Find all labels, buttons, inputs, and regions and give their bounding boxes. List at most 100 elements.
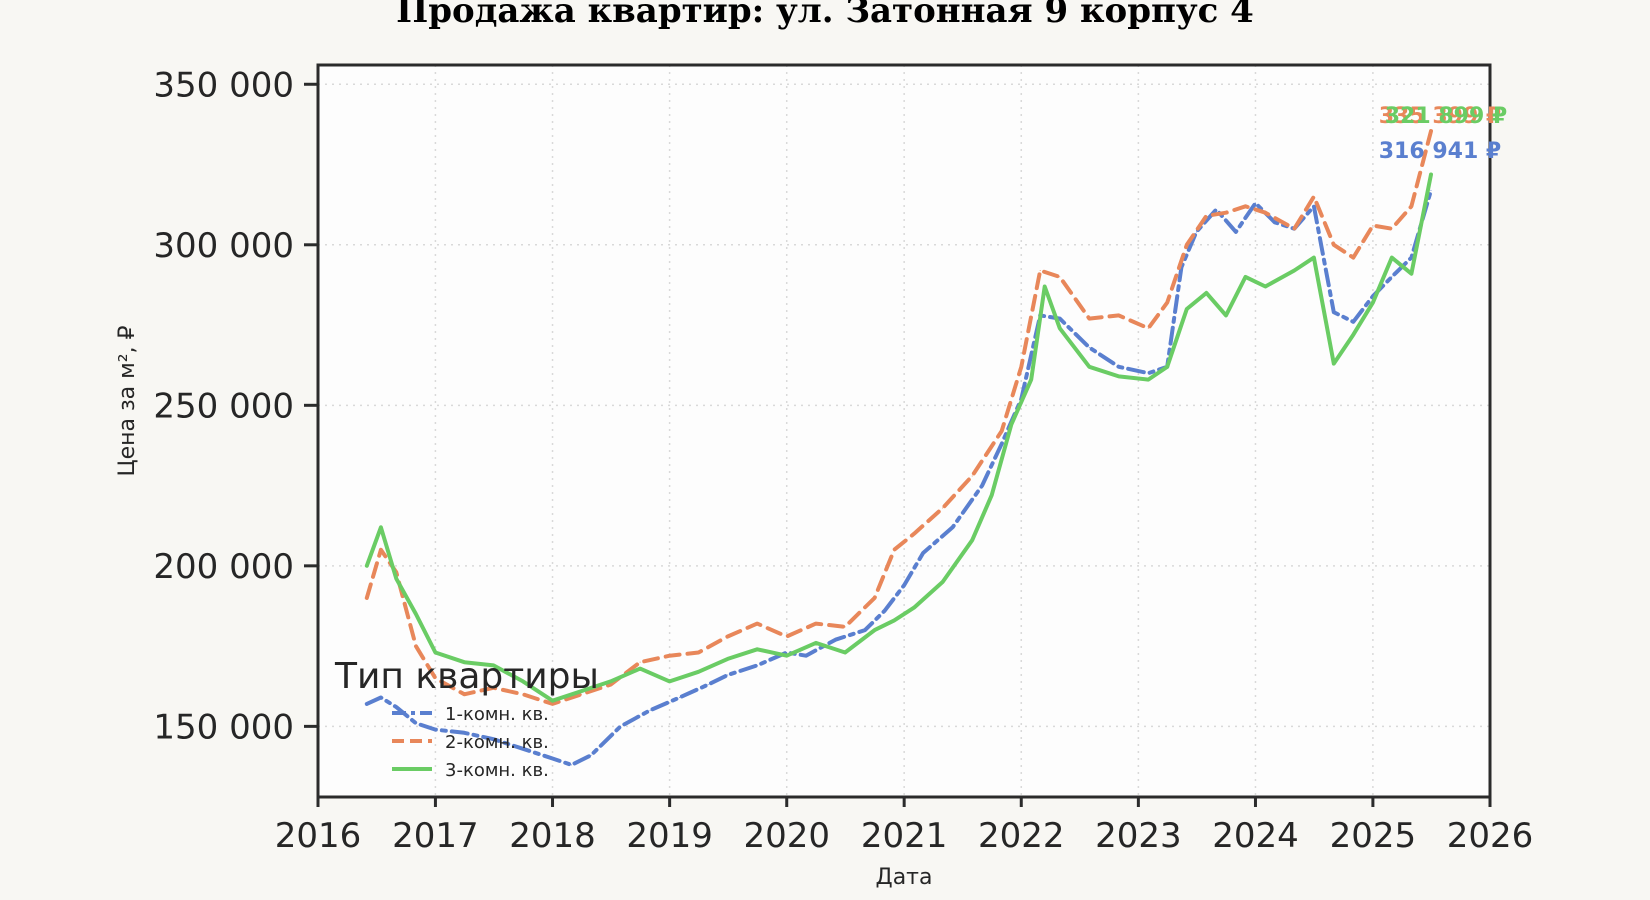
y-axis: 150 000 200 000 250 000 300 000 350 000 xyxy=(153,65,318,747)
data-point xyxy=(610,684,612,686)
data-point xyxy=(552,700,554,702)
data-point xyxy=(1333,244,1335,246)
chart-title: Продажа квартир: ул. Затонная 9 корпус 4 xyxy=(396,0,1254,31)
data-point xyxy=(815,642,817,644)
data-point xyxy=(395,578,397,580)
x-tick-label: 2021 xyxy=(861,816,948,856)
data-point xyxy=(786,635,788,637)
data-point xyxy=(991,494,993,496)
data-point xyxy=(1293,228,1295,230)
data-point xyxy=(1059,327,1061,329)
data-point xyxy=(1274,221,1276,223)
data-point xyxy=(1205,292,1207,294)
data-point xyxy=(971,539,973,541)
data-point xyxy=(727,658,729,660)
x-tick-label: 2026 xyxy=(1447,816,1534,856)
data-point xyxy=(434,729,436,731)
data-point xyxy=(1118,375,1120,377)
x-tick-label: 2022 xyxy=(978,816,1065,856)
data-point xyxy=(1410,273,1412,275)
data-point xyxy=(1372,302,1374,304)
data-point xyxy=(727,635,729,637)
y-tick-label: 200 000 xyxy=(153,547,294,587)
data-point xyxy=(492,738,494,740)
x-axis: 2016 2017 2018 2019 2020 2021 2022 2023 2024 2025… xyxy=(275,797,1534,856)
data-point xyxy=(366,703,368,705)
data-point xyxy=(913,533,915,535)
data-point xyxy=(844,626,846,628)
data-point xyxy=(463,693,465,695)
data-point xyxy=(552,757,554,759)
data-point xyxy=(727,674,729,676)
data-point xyxy=(1352,334,1354,336)
data-point xyxy=(522,693,524,695)
data-point xyxy=(1430,189,1432,191)
data-point xyxy=(1264,286,1266,288)
data-point xyxy=(756,623,758,625)
data-point xyxy=(1010,424,1012,426)
data-point xyxy=(1186,308,1188,310)
data-point xyxy=(1293,269,1295,271)
data-point xyxy=(1391,228,1393,230)
data-point xyxy=(1186,244,1188,246)
end-value-label: 335 399 ₽ xyxy=(1379,104,1501,129)
data-point xyxy=(1245,276,1247,278)
series-line-2 xyxy=(364,129,1433,706)
data-point xyxy=(395,706,397,708)
data-point xyxy=(893,619,895,621)
data-point xyxy=(698,652,700,654)
data-point xyxy=(1372,225,1374,227)
data-point xyxy=(1166,366,1168,368)
data-point xyxy=(922,552,924,554)
data-point xyxy=(434,652,436,654)
data-point xyxy=(1088,347,1090,349)
legend-title: Тип квартиры xyxy=(334,656,599,697)
data-point xyxy=(580,693,582,695)
data-point xyxy=(1245,205,1247,207)
data-point xyxy=(1254,202,1256,204)
end-value-label: 316 941 ₽ xyxy=(1379,139,1501,164)
data-point xyxy=(1391,257,1393,259)
data-point xyxy=(1352,321,1354,323)
x-tick-label: 2016 xyxy=(275,816,362,856)
data-point xyxy=(1264,212,1266,214)
data-point xyxy=(786,655,788,657)
data-point xyxy=(415,645,417,647)
data-point xyxy=(942,507,944,509)
data-point xyxy=(580,690,582,692)
data-point xyxy=(1147,327,1149,329)
data-point xyxy=(1430,130,1432,132)
data-point xyxy=(756,648,758,650)
data-point xyxy=(1147,372,1149,374)
series-layer xyxy=(364,129,1433,767)
data-point xyxy=(366,565,368,567)
data-point xyxy=(1059,276,1061,278)
data-point xyxy=(707,684,709,686)
y-tick-label: 350 000 xyxy=(153,65,294,105)
x-axis-label: Дата xyxy=(876,865,933,890)
data-point xyxy=(1166,302,1168,304)
data-point xyxy=(380,549,382,551)
data-point xyxy=(1313,205,1315,207)
data-point xyxy=(1235,231,1237,233)
x-tick-label: 2023 xyxy=(1095,816,1182,856)
data-point xyxy=(669,655,671,657)
data-point xyxy=(884,610,886,612)
data-point xyxy=(903,584,905,586)
data-point xyxy=(639,661,641,663)
x-tick-label: 2018 xyxy=(509,816,596,856)
data-point xyxy=(366,597,368,599)
data-point xyxy=(1372,295,1374,297)
data-point xyxy=(1313,196,1315,198)
y-tick-label: 150 000 xyxy=(153,707,294,747)
x-tick-label: 2020 xyxy=(743,816,830,856)
data-point xyxy=(1030,379,1032,381)
data-point xyxy=(835,639,837,641)
data-point xyxy=(1118,314,1120,316)
data-point xyxy=(590,754,592,756)
legend-label: 1-комн. кв. xyxy=(445,704,549,725)
data-point xyxy=(864,629,866,631)
data-point xyxy=(492,687,494,689)
data-point xyxy=(1333,363,1335,365)
